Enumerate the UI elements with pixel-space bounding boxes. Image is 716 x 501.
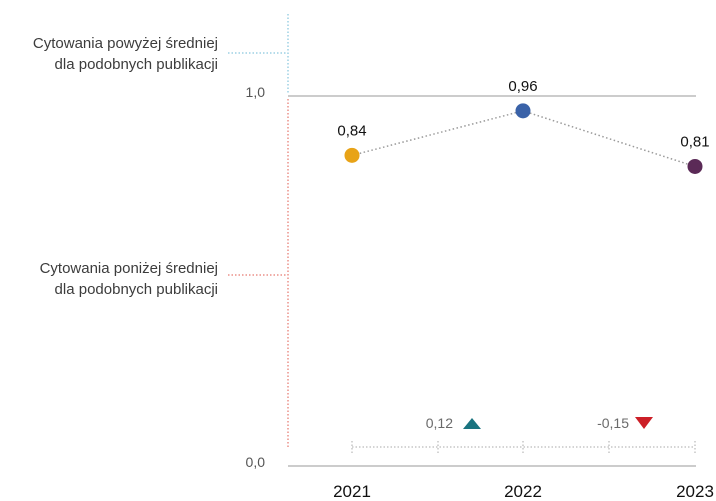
- data-point-2022: [515, 103, 531, 119]
- data-point-2021: [344, 147, 360, 163]
- data-label-2021: 0,84: [337, 122, 366, 139]
- data-point-2023: [687, 158, 703, 174]
- series-group: 0,84 0,96 0,81: [337, 78, 710, 174]
- change-bracket: [351, 441, 696, 453]
- up-triangle-icon: [463, 418, 481, 429]
- change-label-2021-2022: 0,12: [426, 415, 453, 431]
- y-tick-label-bottom: 0,0: [246, 454, 266, 470]
- data-label-2022: 0,96: [508, 78, 537, 95]
- x-tick-label-2022: 2022: [504, 482, 542, 501]
- series-line: [351, 110, 696, 168]
- above-average-label-line1: Cytowania powyżej średniej: [33, 35, 218, 52]
- x-tick-label-2023: 2023: [676, 482, 714, 501]
- down-triangle-icon: [635, 417, 653, 429]
- below-average-label-line1: Cytowania poniżej średniej: [40, 260, 218, 277]
- change-label-2022-2023: -0,15: [597, 415, 629, 431]
- data-label-2023: 0,81: [680, 133, 709, 150]
- below-average-label-line2: dla podobnych publikacji: [55, 281, 218, 298]
- y-tick-label-top: 1,0: [246, 84, 266, 100]
- above-average-label-line2: dla podobnych publikacji: [55, 56, 218, 73]
- x-tick-label-2021: 2021: [333, 482, 371, 501]
